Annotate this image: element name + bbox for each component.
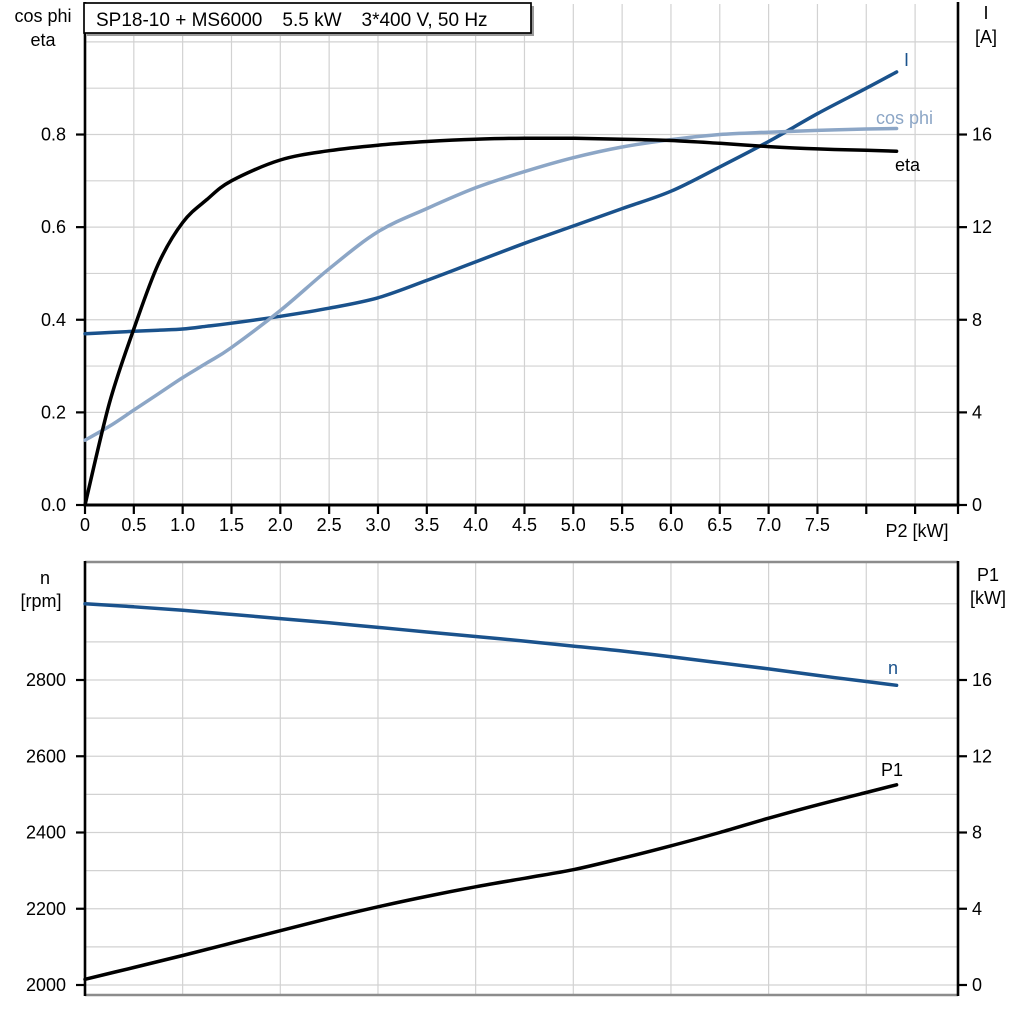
top-chart-axes (76, 2, 967, 514)
x-tick-label: 4.5 (512, 515, 537, 535)
bottom-chart-labels: 2000 2200 2400 2600 2800 0 4 8 12 16 n [rpm] P1 [kW] n… (20, 565, 1006, 995)
x-tick-label: 3.5 (414, 515, 439, 535)
right-tick-label: 4 (972, 402, 982, 422)
left-tick-label: 2800 (26, 670, 66, 690)
right-tick-label: 8 (972, 310, 982, 330)
left-tick-label: 2000 (26, 975, 66, 995)
bottom-chart-grid (85, 562, 958, 995)
right-tick-label: 16 (972, 670, 992, 690)
left-tick-label: 0.6 (41, 217, 66, 237)
top-chart-grid (85, 4, 958, 505)
right-tick-label: 4 (972, 899, 982, 919)
left-axis-title: eta (30, 30, 56, 50)
right-tick-label: 0 (972, 975, 982, 995)
left-tick-label: 2200 (26, 899, 66, 919)
left-tick-label: 2400 (26, 823, 66, 843)
x-tick-label: 4.0 (463, 515, 488, 535)
right-tick-label: 16 (972, 125, 992, 145)
x-tick-label: 5.5 (610, 515, 635, 535)
bottom-chart-axes (76, 560, 967, 997)
chart-title: SP18-10 + MS6000 5.5 kW 3*400 V, 50 Hz (96, 10, 488, 31)
curve-n (83, 602, 899, 688)
left-tick-label: 0.8 (41, 125, 66, 145)
x-axis-title: P2 [kW] (885, 521, 948, 541)
right-axis-title: [kW] (970, 588, 1006, 608)
x-tick-label: 7.0 (756, 515, 781, 535)
curve-P1 (83, 783, 899, 982)
curve-label-I: I (904, 50, 909, 70)
title-box-frame (83, 2, 532, 34)
x-tick-label: 1.0 (170, 515, 195, 535)
x-tick-label: 6.5 (707, 515, 732, 535)
right-tick-label: 8 (972, 823, 982, 843)
curve-cos-phi (83, 126, 899, 442)
bottom-chart-curves (83, 602, 899, 982)
curve-label-cos-phi: cos phi (876, 108, 933, 128)
x-tick-label: 7.5 (805, 515, 830, 535)
top-chart-curves (83, 70, 899, 507)
x-tick-label: 2.0 (268, 515, 293, 535)
x-tick-label: 0 (80, 515, 90, 535)
right-tick-label: 0 (972, 495, 982, 515)
right-axis-title: P1 (977, 565, 999, 585)
curve-eta (83, 136, 899, 507)
x-tick-label: 5.0 (561, 515, 586, 535)
x-tick-label: 3.0 (365, 515, 390, 535)
left-tick-label: 0.0 (41, 495, 66, 515)
left-tick-label: 0.4 (41, 310, 66, 330)
left-axis-title: n (40, 568, 50, 588)
left-tick-label: 0.2 (41, 402, 66, 422)
x-tick-label: 6.0 (658, 515, 683, 535)
curve-label-eta: eta (895, 155, 921, 175)
top-chart-labels: 0 0.5 1.0 1.5 2.0 2.5 3.0 3.5 4.0 4.5 5.0 5.5 6.0 6.5… (14, 3, 997, 541)
right-axis-title: I (983, 3, 988, 23)
x-tick-label: 0.5 (121, 515, 146, 535)
x-tick-label: 1.5 (219, 515, 244, 535)
right-tick-label: 12 (972, 746, 992, 766)
title-box: SP18-10 + MS6000 5.5 kW 3*400 V, 50 Hz (83, 2, 534, 36)
curve-I (83, 70, 899, 336)
curve-label-P1: P1 (881, 760, 903, 780)
left-tick-label: 2600 (26, 746, 66, 766)
curve-label-n: n (888, 658, 898, 678)
right-axis-title: [A] (975, 27, 997, 47)
left-axis-title: cos phi (14, 6, 71, 26)
left-axis-title: [rpm] (20, 591, 61, 611)
right-tick-label: 12 (972, 217, 992, 237)
x-tick-label: 2.5 (317, 515, 342, 535)
